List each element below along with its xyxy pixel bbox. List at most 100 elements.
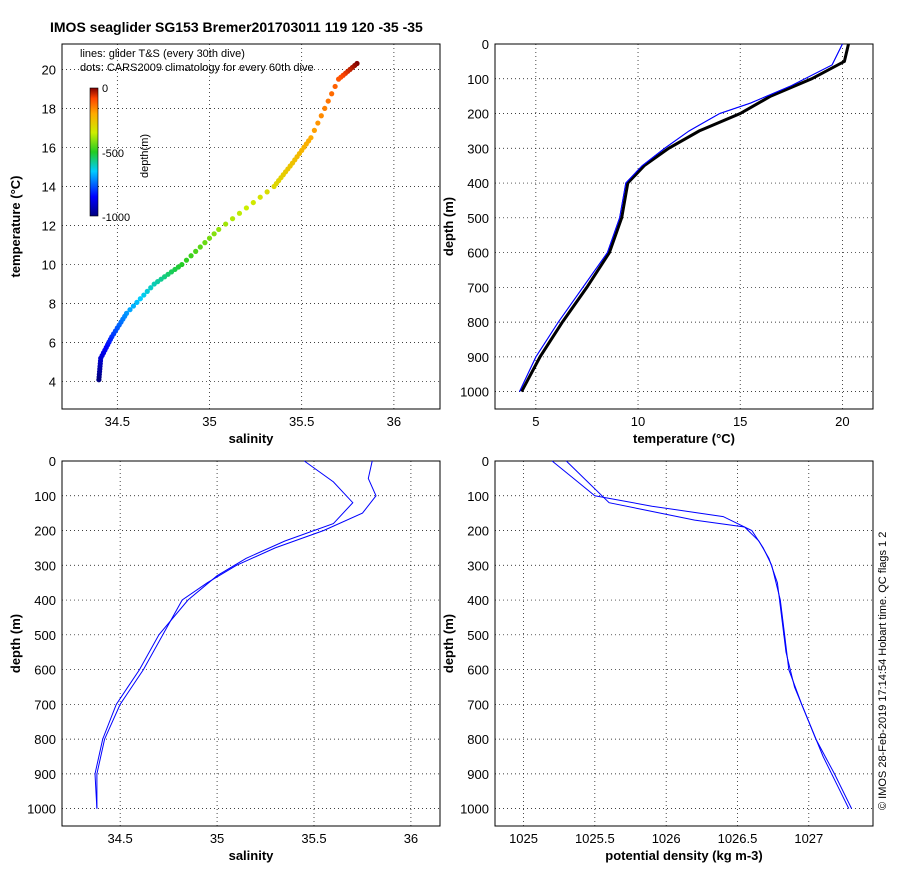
series-line (565, 460, 850, 809)
colorbar-tick-1: -500 (102, 148, 124, 160)
ts-point (243, 205, 249, 211)
y-tick-label: 400 (34, 593, 56, 608)
ts-point (250, 199, 256, 206)
ts-point (318, 113, 324, 119)
ts-point (322, 105, 328, 112)
chart-panel-1: 34.5 35 35.5 36 4 6 8 10 12 14 16 18 20 salinity tempe… (8, 43, 441, 446)
x-tick-label: 1026.5 (718, 831, 758, 846)
x-tick-label: 35.5 (301, 831, 326, 846)
x-tick-label: 1025 (509, 831, 538, 846)
ts-point (332, 83, 338, 90)
y-tick-label: 700 (467, 697, 489, 712)
x-tick-label: 34.5 (107, 831, 132, 846)
ts-point (144, 288, 150, 294)
y-tick-label: 0 (482, 454, 489, 469)
series-line (519, 43, 843, 392)
x-tick-label: 10 (631, 414, 645, 429)
y-tick-label: 1000 (460, 385, 489, 400)
ts-point (223, 221, 229, 227)
chart-panel-4: 1025 1025.5 1026 1026.5 1027 0 100 200 300 400 500… (441, 454, 874, 863)
x-tick-label: 35 (202, 414, 216, 429)
x-tick-label: 5 (532, 414, 539, 429)
plot-frame (61, 460, 441, 827)
ts-point (206, 235, 213, 241)
y-tick-label: 300 (467, 558, 489, 573)
y-axis-label: temperature (°C) (8, 176, 23, 278)
x-tick-label: 35 (210, 831, 224, 846)
ts-point (151, 281, 157, 287)
x-tick-label: 34.5 (105, 414, 130, 429)
ts-point (311, 127, 317, 133)
y-tick-label: 400 (467, 593, 489, 608)
ts-point (257, 194, 263, 200)
y-tick-label: 500 (467, 211, 489, 226)
y-tick-label: 200 (467, 524, 489, 539)
series-line (96, 460, 377, 809)
x-tick-label: 20 (835, 414, 849, 429)
colorbar-tick-0: 0 (102, 83, 108, 95)
ts-point (329, 91, 335, 97)
x-tick-label: 1026 (652, 831, 681, 846)
legend-line-2: dots: CARS2009 climatology for every 60t… (80, 62, 314, 74)
ts-point (96, 377, 102, 383)
y-tick-label: 800 (467, 732, 489, 747)
x-tick-label: 35.5 (289, 414, 314, 429)
x-tick-label: 36 (387, 414, 401, 429)
x-axis-label: potential density (kg m-3) (605, 848, 762, 863)
y-tick-label: 600 (34, 663, 56, 678)
plot-frame (494, 460, 874, 827)
colorbar-bar (89, 87, 99, 217)
y-tick-label: 1000 (460, 802, 489, 817)
ts-point (264, 189, 270, 195)
ts-point (188, 253, 194, 259)
y-tick-label: 900 (467, 767, 489, 782)
x-axis-label: salinity (229, 848, 275, 863)
x-axis-label: salinity (229, 431, 275, 446)
y-tick-label: 400 (467, 176, 489, 191)
credit-text: © IMOS 28-Feb-2019 17:14:54 Hobart time.… (877, 532, 889, 810)
y-tick-label: 12 (42, 219, 56, 234)
y-axis-label: depth (m) (441, 197, 456, 256)
ts-point (325, 98, 331, 104)
y-tick-label: 4 (49, 375, 56, 390)
y-tick-label: 100 (34, 489, 56, 504)
y-tick-label: 6 (49, 336, 56, 351)
y-axis-label: depth (m) (8, 614, 23, 673)
series-line (94, 460, 354, 809)
y-axis-label: depth (m) (441, 614, 456, 673)
ts-point (229, 216, 236, 222)
colorbar: 0 -500 -1000 depth(m) (89, 83, 151, 224)
chart-panel-3: 34.5 35 35.5 36 0 100 200 300 400 500 600 700 800 900… (8, 454, 441, 863)
ts-point (197, 244, 203, 250)
ts-point (315, 120, 321, 126)
legend-line-1: lines: glider T&S (every 30th dive) (80, 48, 245, 60)
figure-title: IMOS seaglider SG153 Bremer201703011 119… (50, 19, 423, 35)
y-tick-label: 0 (482, 37, 489, 52)
y-tick-label: 500 (34, 628, 56, 643)
ts-point (271, 183, 277, 190)
y-tick-label: 100 (467, 72, 489, 87)
y-tick-label: 500 (467, 628, 489, 643)
y-tick-label: 800 (467, 315, 489, 330)
y-tick-label: 300 (467, 141, 489, 156)
x-tick-label: 36 (404, 831, 418, 846)
y-tick-label: 8 (49, 297, 56, 312)
panels: 34.5 35 35.5 36 4 6 8 10 12 14 16 18 20 salinity tempe… (8, 37, 874, 863)
ts-point (202, 240, 208, 246)
ts-point (335, 76, 342, 82)
y-tick-label: 900 (467, 350, 489, 365)
ts-point (216, 226, 222, 233)
y-tick-label: 700 (467, 280, 489, 295)
x-tick-label: 15 (733, 414, 747, 429)
plot-frame (494, 43, 874, 410)
y-tick-label: 16 (42, 140, 56, 155)
y-tick-label: 18 (42, 101, 56, 116)
colorbar-tick-2: -1000 (102, 212, 130, 224)
series-line (520, 43, 850, 393)
y-tick-label: 14 (42, 179, 56, 194)
y-tick-label: 100 (467, 489, 489, 504)
y-tick-label: 0 (49, 454, 56, 469)
y-tick-label: 800 (34, 732, 56, 747)
ts-point (141, 292, 147, 298)
